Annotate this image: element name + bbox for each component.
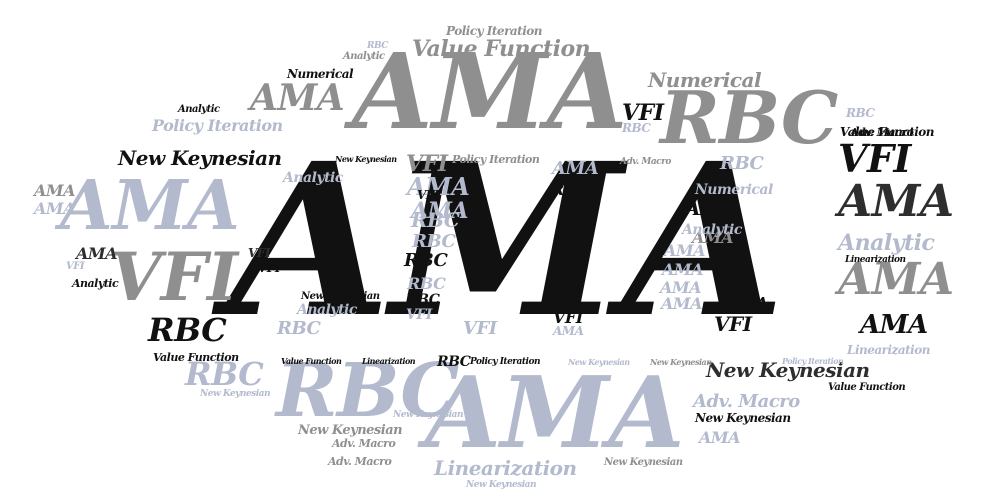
word-ama-2: AMA <box>425 356 685 471</box>
word-value-function-41: Value Function <box>840 125 934 139</box>
word-ama-72: AMA <box>661 294 703 313</box>
word-numerical-24: Numerical <box>648 68 762 92</box>
word-policy-iteration-78: Policy Iteration <box>782 356 844 366</box>
word-new-keynesian-81: New Keynesian <box>393 410 464 420</box>
word-vfi-59: VFI <box>463 318 497 339</box>
word-policy-iteration-22: Policy Iteration <box>152 116 283 135</box>
word-analytic-34: Analytic <box>283 170 343 186</box>
word-value-function-79: Value Function <box>828 382 906 393</box>
word-vfi-48: VFI <box>248 246 270 260</box>
word-rbc-74: RBC <box>720 153 764 174</box>
word-rbc-86: RBC <box>407 274 446 293</box>
word-rbc-17: RBC <box>411 208 460 232</box>
word-policy-iteration-31: Policy Iteration <box>446 24 543 38</box>
word-ama-9: AMA <box>250 77 345 119</box>
word-ama-14: AMA <box>685 196 737 220</box>
word-rbc-87: RBC <box>406 292 440 308</box>
word-rbc-12: RBC <box>185 355 264 393</box>
word-ama-70: AMA <box>662 260 704 279</box>
word-vfi-6: VFI <box>110 238 238 316</box>
word-analytic-68: Analytic <box>682 222 742 238</box>
word-vfi-60: VFI <box>553 308 583 327</box>
word-ama-7: AMA <box>838 176 954 227</box>
word-ama-44: AMA <box>76 244 118 263</box>
word-vfi-45: VFI <box>66 261 85 272</box>
word-ama-37: AMA <box>692 228 734 247</box>
word-value-function-55: Value Function <box>281 356 342 366</box>
word-ama-3: AMA <box>60 166 240 246</box>
word-analytic-25: Analytic <box>838 230 935 256</box>
word-ama-42: AMA <box>34 181 76 200</box>
word-analytic-53: Analytic <box>297 302 357 318</box>
word-new-keynesian-52: New Keynesian <box>301 291 380 302</box>
word-ama-0: AMA <box>228 117 785 364</box>
word-rbc-38: RBC <box>551 180 590 199</box>
word-ama-36: AMA <box>552 158 599 179</box>
word-ama-13: AMA <box>860 310 928 340</box>
word-linearization-77: Linearization <box>845 255 906 265</box>
word-numerical-67: Numerical <box>695 182 773 198</box>
word-adv-macro-26: Adv. Macro <box>693 391 800 412</box>
word-linearization-23: Linearization <box>434 456 577 480</box>
word-new-keynesian-63: New Keynesian <box>650 357 712 367</box>
word-linearization-56: Linearization <box>362 356 416 366</box>
word-vfi-10: VFI <box>838 136 911 181</box>
word-analytic-33: Analytic <box>178 104 220 115</box>
word-ama-71: AMA <box>660 278 702 297</box>
word-rbc-5: RBC <box>276 348 459 434</box>
word-value-function-21: Value Function <box>412 36 591 62</box>
word-rbc-65: RBC <box>622 121 651 135</box>
word-rbc-54: RBC <box>277 318 321 339</box>
word-vfi-88: VFI <box>406 307 432 323</box>
word-analytic-46: Analytic <box>72 277 119 290</box>
word-rbc-11: RBC <box>148 311 227 349</box>
word-rbc-57: RBC <box>437 354 471 370</box>
word-new-keynesian-29: New Keynesian <box>298 423 403 438</box>
word-new-keynesian-83: New Keynesian <box>466 480 537 490</box>
word-rbc-85: RBC <box>412 231 456 252</box>
word-ama-43: AMA <box>34 199 76 218</box>
word-rbc-92: RBC <box>846 106 875 120</box>
word-policy-iteration-76: Policy Iteration <box>452 153 540 166</box>
word-ama-16: AMA <box>411 198 469 224</box>
word-ama-15: AMA <box>407 172 470 201</box>
word-vfi-40: VFI <box>714 312 752 336</box>
word-vfi-47: VFI <box>258 261 280 275</box>
word-ama-69: AMA <box>664 241 706 260</box>
word-ama-8: AMA <box>838 254 954 305</box>
word-value-function-50: Value Function <box>153 351 239 364</box>
word-adv-macro-93: Adv. Macro <box>850 126 914 139</box>
word-new-keynesian-75: New Keynesian <box>335 154 397 164</box>
word-ama-61: AMA <box>553 324 584 338</box>
word-new-keynesian-19: New Keynesian <box>118 146 282 170</box>
word-rbc-39: RBC <box>404 250 448 271</box>
word-new-keynesian-30: New Keynesian <box>604 457 683 468</box>
word-ama-82: AMA <box>699 428 741 447</box>
word-policy-iteration-58: Policy Iteration <box>470 357 541 367</box>
word-adv-macro-66: Adv. Macro <box>620 157 671 167</box>
word-new-keynesian-62: New Keynesian <box>568 357 630 367</box>
word-analytic-91: Analytic <box>343 51 385 62</box>
word-ama-73: AMA <box>722 294 769 315</box>
word-linearization-27: Linearization <box>847 343 930 357</box>
word-new-keynesian-80: New Keynesian <box>200 389 271 399</box>
word-numerical-32: Numerical <box>287 67 354 81</box>
word-vfi-64: VFI <box>622 100 664 126</box>
word-vfi-89: VFI <box>417 188 439 202</box>
word-new-keynesian-28: New Keynesian <box>695 411 791 425</box>
word-ama-1: AMA <box>352 30 628 153</box>
word-vfi-18: VFI <box>406 151 448 177</box>
word-adv-macro-84: Adv. Macro <box>328 455 392 468</box>
word-adv-macro-35: Adv. Macro <box>332 437 396 450</box>
word-rbc-4: RBC <box>660 75 838 160</box>
word-rbc-90: RBC <box>367 41 388 51</box>
word-new-keynesian-20: New Keynesian <box>706 358 870 382</box>
